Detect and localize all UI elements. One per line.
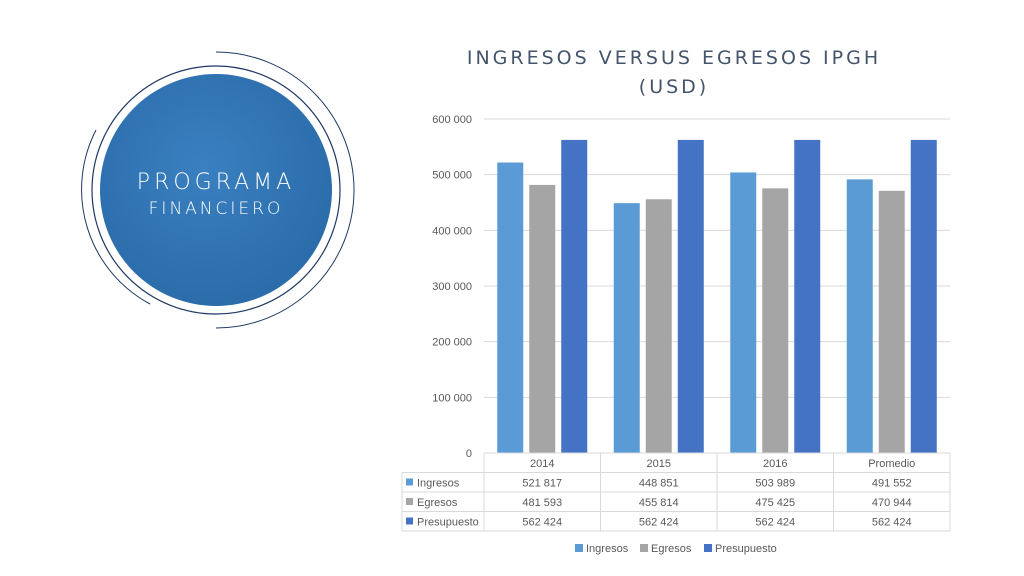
bar <box>878 190 905 453</box>
data-label: 562 424 <box>522 517 562 529</box>
title-circle <box>100 74 332 306</box>
data-label: 562 424 <box>872 517 912 529</box>
data-label: 521 817 <box>522 478 562 490</box>
bar <box>730 172 757 454</box>
bar <box>645 199 672 453</box>
y-tick-label: 400 000 <box>432 225 472 237</box>
table-series-name: Ingresos <box>417 478 460 490</box>
y-tick-label: 200 000 <box>432 337 472 349</box>
bar <box>762 188 789 454</box>
legend-key <box>704 544 712 552</box>
legend-key <box>640 544 648 552</box>
bar <box>561 139 588 454</box>
outer-arc <box>215 51 355 329</box>
y-tick-label: 500 000 <box>432 170 472 182</box>
data-label: 481 593 <box>522 497 562 509</box>
slide-heading: PROGRAMA FINANCIERO <box>96 168 336 220</box>
data-label: 503 989 <box>755 478 795 490</box>
x-tick-label: 2015 <box>647 458 671 470</box>
table-series-name: Egresos <box>417 497 458 509</box>
data-label: 448 851 <box>639 478 679 490</box>
y-tick-label: 0 <box>466 448 472 460</box>
table-legend-key <box>406 498 413 505</box>
bar <box>497 162 524 454</box>
data-label: 470 944 <box>872 497 912 509</box>
data-label: 562 424 <box>639 517 679 529</box>
bar <box>910 139 937 454</box>
bar <box>677 139 704 454</box>
bar <box>794 139 821 454</box>
chart-title: INGRESOS VERSUS EGRESOS IPGH (USD) <box>400 44 948 102</box>
legend-label: Presupuesto <box>715 543 777 555</box>
chart-title-line-1: INGRESOS VERSUS EGRESOS IPGH <box>466 47 882 69</box>
heading-line-1: PROGRAMA <box>136 170 296 195</box>
y-tick-label: 600 000 <box>432 114 472 126</box>
y-tick-label: 100 000 <box>432 392 472 404</box>
data-label: 562 424 <box>755 517 795 529</box>
x-tick-label: 2014 <box>530 458 554 470</box>
bar <box>529 184 556 454</box>
legend-label: Ingresos <box>586 543 629 555</box>
table-legend-key <box>406 517 413 525</box>
heading-line-2: FINANCIERO <box>148 199 284 219</box>
y-tick-label: 300 000 <box>432 281 472 293</box>
x-tick-label: Promedio <box>868 458 915 470</box>
legend-key <box>575 544 583 552</box>
table-series-name: Presupuesto <box>417 517 479 529</box>
bar <box>613 203 640 453</box>
legend-label: Egresos <box>651 543 692 555</box>
inner-arc <box>81 129 151 305</box>
outer-ring <box>91 65 341 315</box>
data-label: 475 425 <box>755 497 795 509</box>
data-label: 455 814 <box>639 497 679 509</box>
x-tick-label: 2016 <box>763 458 787 470</box>
chart-title-line-2: (USD) <box>638 76 710 98</box>
bar <box>846 179 873 453</box>
table-legend-key <box>406 478 413 486</box>
data-label: 491 552 <box>872 478 912 490</box>
